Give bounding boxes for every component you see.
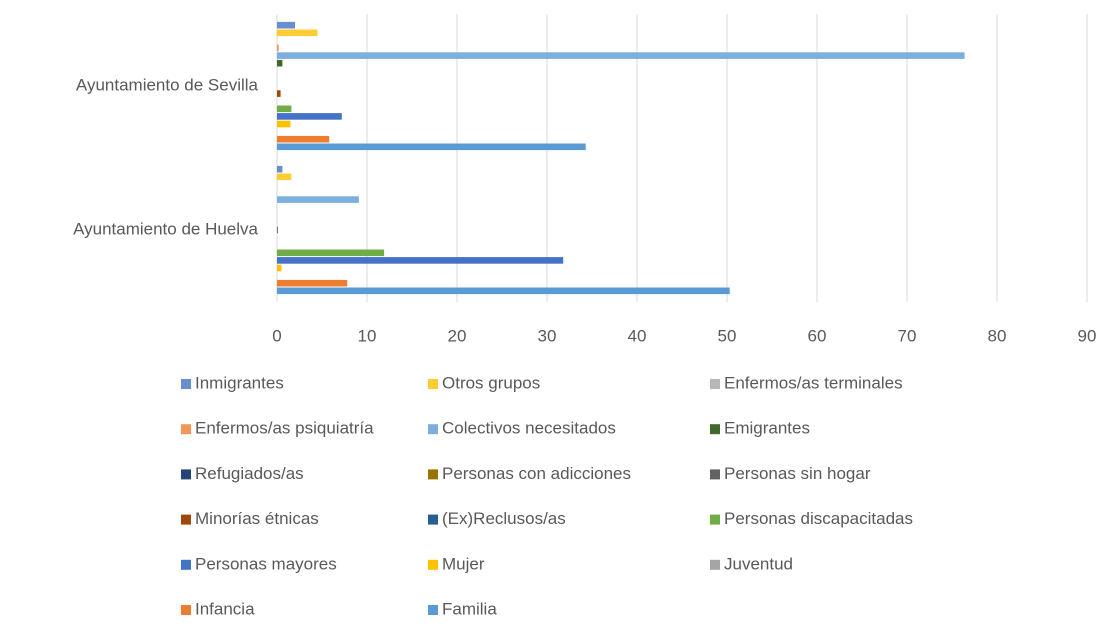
bar	[277, 113, 342, 120]
legend-swatch	[181, 424, 191, 435]
legend-label: Infancia	[195, 599, 255, 618]
legend-swatch	[710, 424, 720, 435]
legend-label: Familia	[442, 599, 497, 618]
y-tick-label: Ayuntamiento de Huelva	[73, 219, 258, 238]
x-tick-label: 0	[272, 326, 281, 345]
legend-label: Personas discapacitadas	[724, 509, 913, 528]
x-tick-label: 50	[718, 326, 737, 345]
bar	[277, 287, 730, 295]
legend-swatch	[181, 469, 191, 480]
legend-swatch	[428, 514, 438, 525]
bar	[277, 135, 330, 143]
x-tick-label: 10	[358, 326, 377, 345]
x-tick-label: 80	[988, 326, 1007, 345]
bar	[277, 29, 318, 37]
bar	[277, 21, 295, 29]
bar	[277, 165, 283, 173]
legend-label: Inmigrantes	[195, 373, 284, 392]
x-tick-label: 60	[808, 326, 827, 345]
x-tick-label: 30	[538, 326, 557, 345]
legend-swatch	[181, 379, 191, 389]
legend-swatch	[181, 605, 191, 615]
bar	[277, 105, 292, 113]
legend-label: (Ex)Reclusos/as	[442, 509, 566, 528]
bar	[277, 173, 292, 181]
legend-swatch	[181, 559, 191, 570]
legend-label: Colectivos necesitados	[442, 419, 616, 438]
legend-swatch	[710, 514, 720, 525]
x-tick-label: 70	[898, 326, 917, 345]
bar	[277, 279, 348, 287]
bar	[277, 264, 282, 272]
legend-label: Enfermos/as psiquiatría	[195, 419, 374, 438]
legend-swatch	[428, 559, 438, 570]
bar	[277, 120, 291, 128]
legend-swatch	[710, 559, 720, 570]
legend-swatch	[710, 379, 720, 389]
legend-label: Emigrantes	[724, 419, 810, 438]
legend-label: Personas mayores	[195, 554, 337, 573]
bar	[277, 196, 359, 203]
legend-swatch	[428, 469, 438, 480]
bar	[277, 44, 279, 52]
legend-swatch	[428, 424, 438, 435]
legend-label: Otros grupos	[442, 373, 540, 392]
bar	[277, 249, 385, 257]
x-tick-label: 90	[1078, 326, 1097, 345]
legend-swatch	[428, 379, 438, 389]
bar	[277, 90, 281, 97]
legend-label: Mujer	[442, 554, 485, 573]
legend-swatch	[428, 605, 438, 615]
legend-label: Juventud	[724, 554, 793, 573]
legend-label: Minorías étnicas	[195, 509, 319, 528]
legend-label: Refugiados/as	[195, 464, 304, 483]
legend-swatch	[181, 514, 191, 525]
legend-label: Personas sin hogar	[724, 464, 871, 483]
bar	[277, 59, 283, 67]
y-tick-label: Ayuntamiento de Sevilla	[76, 75, 259, 94]
legend-label: Enfermos/as terminales	[724, 373, 903, 392]
bar	[277, 257, 564, 264]
bar	[277, 143, 586, 151]
x-tick-label: 20	[448, 326, 467, 345]
legend-swatch	[710, 469, 720, 480]
legend-label: Personas con adicciones	[442, 464, 631, 483]
bar	[277, 52, 965, 59]
bar	[277, 226, 278, 234]
x-tick-label: 40	[628, 326, 647, 345]
